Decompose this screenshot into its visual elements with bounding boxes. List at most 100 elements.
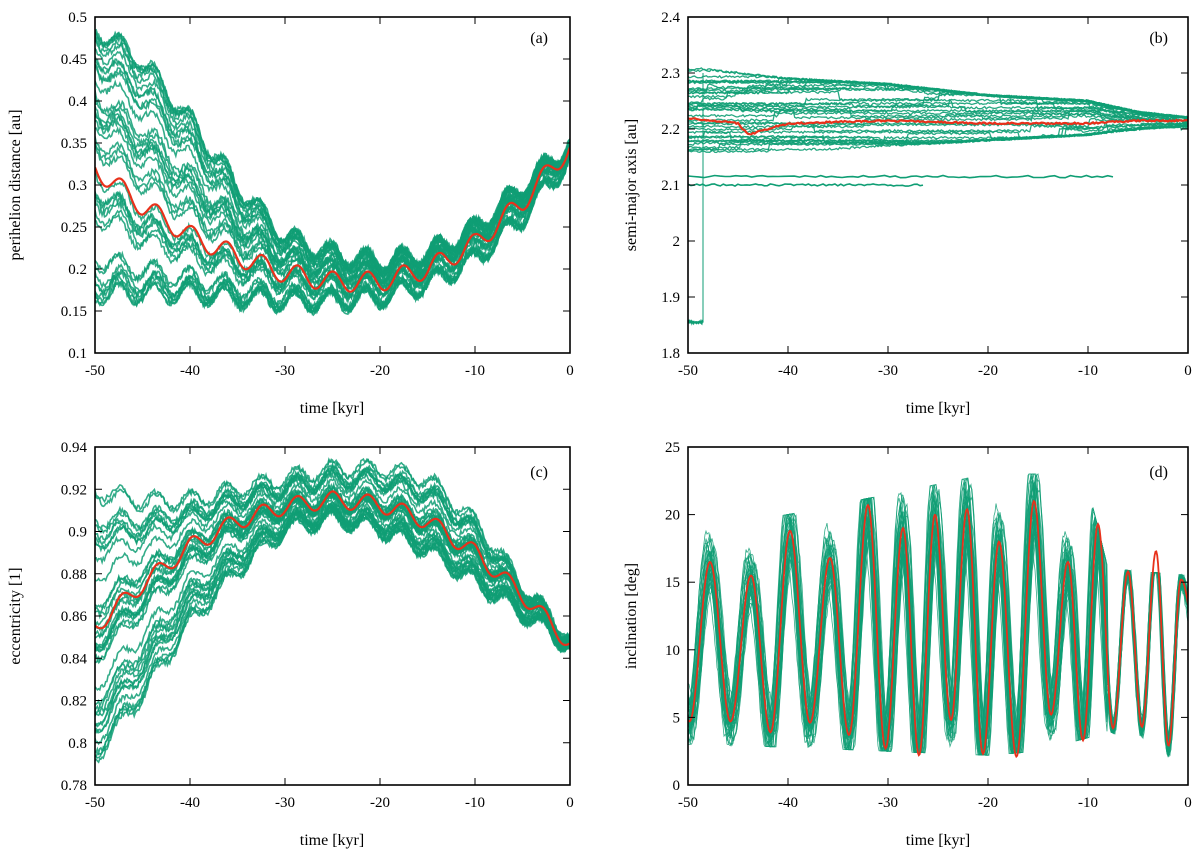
panel-c-ylabel: eccentricity [1] [7, 567, 24, 664]
y-tick-label: 0.94 [61, 440, 88, 456]
clone-line [688, 473, 1188, 756]
panel-d-plot-area [688, 473, 1188, 759]
panel-d-tag: (d) [1149, 464, 1168, 481]
clone-line [688, 174, 1114, 179]
clone-line [95, 503, 570, 708]
clone-line [688, 318, 704, 326]
x-tick-label: -40 [180, 363, 200, 379]
nominal-line [95, 490, 570, 646]
x-tick-label: 0 [1184, 363, 1192, 379]
panel-d-ylabel: inclination [deg] [623, 563, 640, 669]
x-tick-label: -50 [85, 363, 105, 379]
panel-a-plot-area [95, 28, 570, 317]
clone-line [688, 104, 1188, 119]
panel-a-ticks: -50 -40 -30 -20 -10 0 0.1 0.15 0.2 0.25 0.3 0.35 0.4… [61, 10, 574, 379]
x-tick-label: -10 [1078, 795, 1098, 811]
panel-d: -50 -40 -30 -20 -10 0 0 5 10 15 20 25 (d) time [kyr… [623, 440, 1192, 849]
clone-line [95, 457, 570, 640]
panel-c-xlabel: time [kyr] [300, 832, 364, 849]
panel-a-xlabel: time [kyr] [300, 400, 364, 417]
clone-line [95, 507, 570, 735]
y-tick-label: 0.78 [61, 778, 87, 794]
x-tick-label: -20 [978, 795, 998, 811]
y-tick-label: 0.92 [61, 482, 87, 498]
x-tick-label: -30 [878, 363, 898, 379]
y-tick-label: 0.3 [68, 178, 87, 194]
clone-line [688, 112, 1188, 129]
clone-line [95, 503, 570, 728]
panel-a: -50 -40 -30 -20 -10 0 0.1 0.15 0.2 0.25 0.3 0.35 0.4… [7, 10, 574, 417]
y-tick-label: 1.9 [661, 290, 680, 306]
x-tick-label: -20 [978, 363, 998, 379]
panel-a-tag: (a) [530, 30, 548, 47]
y-tick-label: 1.8 [661, 346, 680, 362]
x-tick-label: -10 [1078, 363, 1098, 379]
x-tick-label: -20 [370, 795, 390, 811]
clone-line [95, 502, 570, 727]
y-tick-label: 0.9 [68, 525, 87, 541]
y-tick-label: 2.2 [661, 122, 680, 138]
y-tick-label: 0.86 [61, 609, 88, 625]
panel-b-ticks: -50 -40 -30 -20 -10 0 1.8 1.9 2 2.1 2.2 2.3 2.4 [661, 10, 1192, 379]
clone-line [688, 124, 1188, 152]
clone-line [688, 98, 1188, 119]
clone-line [688, 77, 1188, 120]
panel-a-ylabel: perihelion distance [au] [7, 109, 24, 260]
y-tick-label: 25 [665, 440, 680, 456]
y-tick-label: 0.82 [61, 694, 87, 710]
panel-c-tag: (c) [530, 464, 548, 481]
clone-line [95, 482, 570, 645]
panel-b-plot-area [688, 67, 1188, 326]
x-tick-label: -50 [85, 795, 105, 811]
x-tick-label: -30 [275, 795, 295, 811]
clone-line [95, 146, 570, 296]
y-tick-label: 20 [665, 508, 680, 524]
y-tick-label: 2.4 [661, 10, 680, 26]
clone-line [95, 461, 570, 641]
clone-line [688, 124, 1188, 143]
panel-c: -50 -40 -30 -20 -10 0 0.78 0.8 0.82 0.84 0.86 0.88 0… [7, 440, 574, 849]
x-tick-label: 0 [566, 363, 574, 379]
clone-line [688, 111, 1188, 123]
y-tick-label: 0.8 [68, 736, 87, 752]
x-tick-label: -10 [465, 363, 485, 379]
clone-line [95, 152, 570, 311]
x-tick-label: -40 [778, 363, 798, 379]
clone-line [688, 123, 1188, 152]
panel-b-ylabel: semi-major axis [au] [623, 119, 640, 251]
x-tick-label: -30 [878, 795, 898, 811]
y-tick-label: 0.84 [61, 651, 88, 667]
y-tick-label: 2 [673, 234, 681, 250]
y-tick-label: 0.25 [61, 220, 87, 236]
nominal-line [688, 117, 1188, 136]
clone-line [95, 106, 570, 287]
y-tick-label: 0.45 [61, 52, 87, 68]
clone-line [688, 107, 1188, 124]
y-tick-label: 0.35 [61, 136, 87, 152]
panel-b: -50 -40 -30 -20 -10 01.81.922.12.22.32.4 (b) … [623, 10, 1192, 417]
y-tick-label: 2.3 [661, 66, 680, 82]
x-tick-label: -50 [678, 363, 698, 379]
y-tick-label: 5 [673, 710, 681, 726]
clone-line [95, 110, 570, 285]
x-tick-label: -40 [180, 795, 200, 811]
clone-line [95, 112, 570, 287]
x-tick-label: -50 [678, 795, 698, 811]
y-tick-label: 0.5 [68, 10, 87, 26]
x-tick-label: -20 [370, 363, 390, 379]
clone-line [688, 183, 924, 188]
clone-line [688, 122, 1188, 154]
y-tick-label: 0.15 [61, 304, 87, 320]
y-tick-label: 0.2 [68, 262, 87, 278]
clone-line [688, 515, 1188, 756]
clone-line [95, 505, 570, 734]
y-tick-label: 0 [673, 778, 681, 794]
clone-line [95, 155, 570, 317]
clone-line [95, 501, 570, 713]
x-tick-label: -30 [275, 363, 295, 379]
y-tick-label: 15 [665, 575, 680, 591]
y-tick-label: 0.88 [61, 567, 87, 583]
clone-line [95, 469, 570, 643]
panel-b-xlabel: time [kyr] [906, 400, 970, 417]
